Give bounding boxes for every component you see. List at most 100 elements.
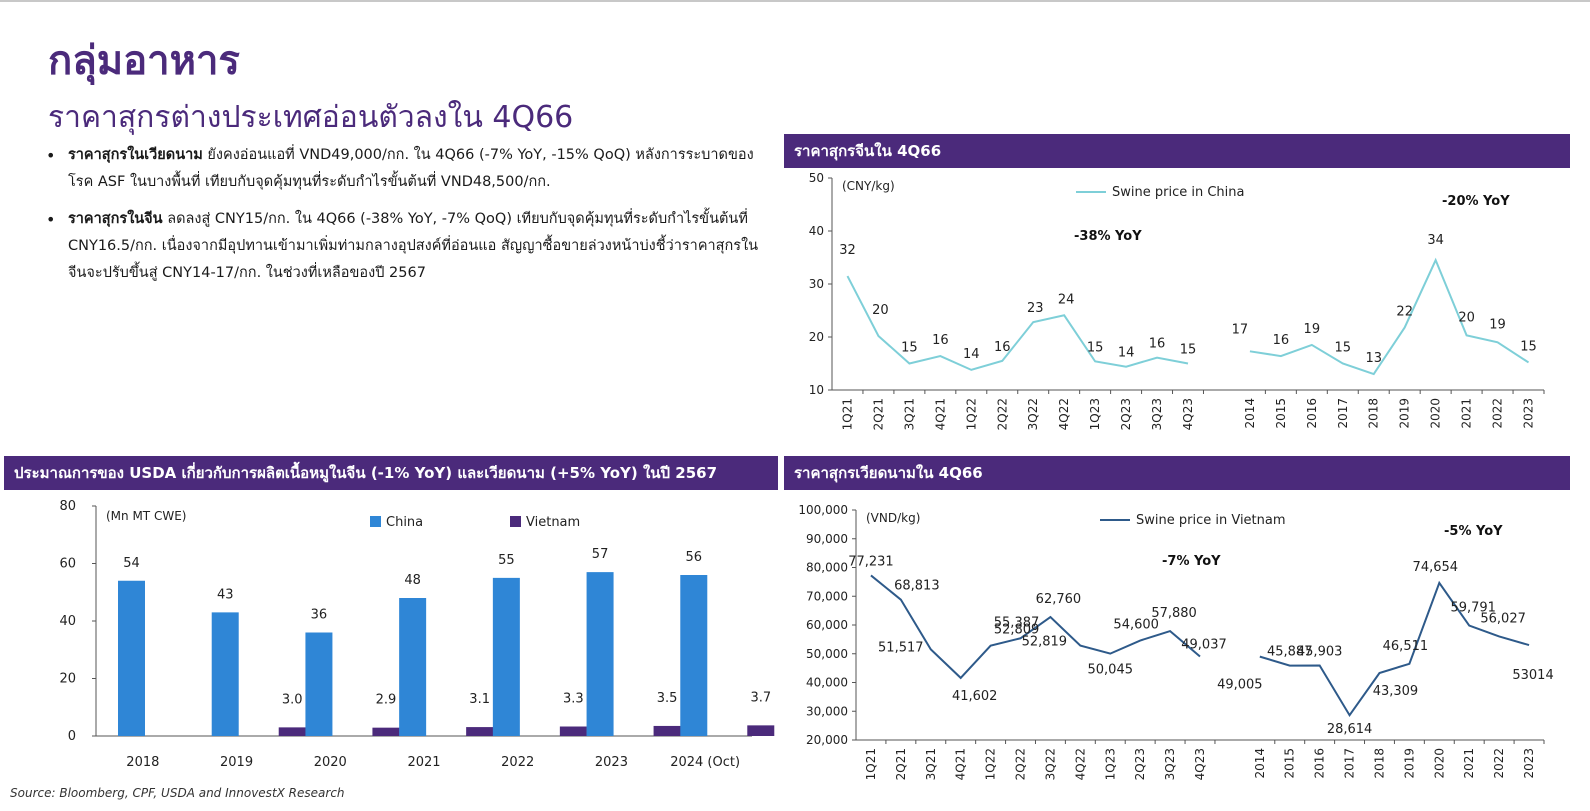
x-tick-label: 2022 — [1492, 748, 1506, 779]
vietnam-bar — [559, 726, 587, 736]
data-label: 51,517 — [878, 640, 924, 655]
x-tick-label: 2016 — [1313, 748, 1327, 779]
bullet-vietnam-text: ยังคงอ่อนแอที่ VND49,000/กก. ใน 4Q66 (-7… — [68, 147, 754, 190]
bullet-china-heading: ราคาสุกรในจีน — [68, 211, 163, 227]
x-tick-label: 2022 — [501, 755, 534, 770]
data-label: 36 — [311, 608, 328, 623]
x-tick-label: 2015 — [1274, 398, 1288, 429]
x-tick-label: 2018 — [1367, 398, 1381, 429]
x-tick-label: 1Q21 — [864, 748, 878, 780]
data-label: 16 — [994, 340, 1011, 355]
x-tick-label: 1Q21 — [840, 398, 854, 430]
usda-production-chart: 0 20 40 60 80 (Mn MT CWE) China Vietnam 2018 54 20… — [59, 499, 775, 770]
y-tick-label: 30 — [809, 277, 824, 291]
x-tick-label: 2Q21 — [894, 748, 908, 780]
y-tick-label: 40 — [59, 614, 76, 629]
y-tick-label: 40 — [809, 224, 824, 238]
page-subtitle: ราคาสุกรต่างประเทศอ่อนตัวลงใน 4Q66 — [48, 100, 574, 135]
yoy-annotation: -20% YoY — [1442, 194, 1510, 209]
data-label: 34 — [1427, 233, 1444, 248]
legend-swatch — [510, 516, 521, 527]
x-tick-label: 4Q21 — [954, 748, 968, 780]
data-label: 59,791 — [1450, 601, 1496, 616]
x-tick-label: 2020 — [1429, 398, 1443, 429]
y-tick-label: 80 — [59, 499, 76, 514]
yoy-annotation: -5% YoY — [1444, 524, 1503, 539]
data-label: 19 — [1489, 317, 1506, 332]
top-divider — [0, 0, 1590, 2]
x-tick-label: 2014 — [1243, 398, 1257, 429]
y-tick-label: 70,000 — [806, 589, 848, 603]
x-tick-label: 3Q23 — [1163, 748, 1177, 780]
data-label: 2.9 — [376, 693, 397, 708]
x-tick-label: 2019 — [220, 755, 253, 770]
data-label: 49,037 — [1181, 638, 1227, 653]
vietnam-bar — [653, 725, 681, 736]
y-tick-label: 60,000 — [806, 618, 848, 632]
data-label: 15 — [1520, 339, 1537, 354]
x-tick-label: 2015 — [1283, 748, 1297, 779]
data-label: 68,813 — [894, 579, 940, 594]
x-tick-label: 4Q23 — [1193, 748, 1207, 780]
x-tick-label: 2016 — [1305, 398, 1319, 429]
legend-swatch — [370, 516, 381, 527]
y-tick-label: 80,000 — [806, 561, 848, 575]
y-tick-label: 10 — [809, 383, 824, 397]
bullet-vietnam: ราคาสุกรในเวียดนาม ยังคงอ่อนแอที่ VND49,… — [44, 142, 774, 196]
series-line — [1249, 257, 1530, 376]
data-label: 56,027 — [1480, 611, 1526, 626]
data-label: 16 — [1273, 333, 1290, 348]
y-tick-label: 50 — [809, 171, 824, 185]
data-label: 41,602 — [952, 689, 998, 704]
china-bar — [211, 612, 239, 736]
x-tick-label: 3Q21 — [902, 398, 916, 430]
x-tick-label: 2020 — [314, 755, 347, 770]
y-unit-label: (Mn MT CWE) — [106, 509, 186, 523]
data-label: 55 — [498, 553, 515, 568]
vietnam-price-chart: 20,000 30,000 40,000 50,000 60,000 70,000 80,0… — [798, 503, 1553, 780]
y-tick-label: 60 — [59, 557, 76, 572]
data-label: 50,045 — [1088, 663, 1134, 678]
data-label: 54,600 — [1113, 618, 1159, 633]
y-tick-label: 30,000 — [806, 704, 848, 718]
data-label: 43,309 — [1373, 684, 1419, 699]
data-label: 28,614 — [1327, 722, 1373, 737]
data-label: 52,809 — [994, 623, 1040, 638]
y-tick-label: 100,000 — [798, 503, 848, 517]
vietnam-bar — [466, 727, 494, 736]
data-label: 16 — [932, 333, 949, 348]
data-label: 32 — [839, 243, 856, 258]
data-label: 48 — [404, 573, 421, 588]
y-tick-label: 50,000 — [806, 647, 848, 661]
x-tick-label: 3Q22 — [1026, 398, 1040, 430]
y-tick-label: 90,000 — [806, 532, 848, 546]
china-bar — [118, 580, 145, 736]
x-tick-label: 1Q23 — [1088, 398, 1102, 430]
data-label: 3.5 — [657, 691, 678, 706]
data-label: 53014 — [1512, 668, 1553, 683]
x-tick-label: 4Q22 — [1073, 748, 1087, 780]
data-label: 14 — [1118, 346, 1135, 361]
data-label: 57 — [592, 547, 609, 562]
data-label: 77,231 — [848, 554, 894, 569]
x-tick-label: 2017 — [1343, 748, 1357, 779]
bullet-china-text: ลดลงสู่ CNY15/กก. ใน 4Q66 (-38% YoY, -7%… — [68, 211, 759, 281]
data-label: 55,387 — [994, 615, 1040, 630]
x-tick-label: 2019 — [1402, 748, 1416, 779]
x-tick-label: 2021 — [1460, 398, 1474, 429]
x-tick-label: 2Q23 — [1133, 748, 1147, 780]
data-label: 15 — [901, 341, 918, 356]
vietnam-bar — [747, 725, 775, 736]
yoy-annotation: -38% YoY — [1074, 229, 1142, 244]
page-title: กลุ่มอาหาร — [48, 38, 240, 84]
x-tick-label: 3Q23 — [1150, 398, 1164, 430]
x-tick-label: 1Q22 — [964, 398, 978, 430]
china-bar — [492, 577, 520, 736]
china-bar — [586, 572, 614, 736]
y-tick-label: 20 — [809, 330, 824, 344]
data-label: 15 — [1335, 341, 1352, 356]
x-tick-label: 1Q23 — [1103, 748, 1117, 780]
data-label: 56 — [686, 550, 703, 565]
legend-label: Vietnam — [526, 515, 580, 530]
data-label: 74,654 — [1413, 560, 1459, 575]
